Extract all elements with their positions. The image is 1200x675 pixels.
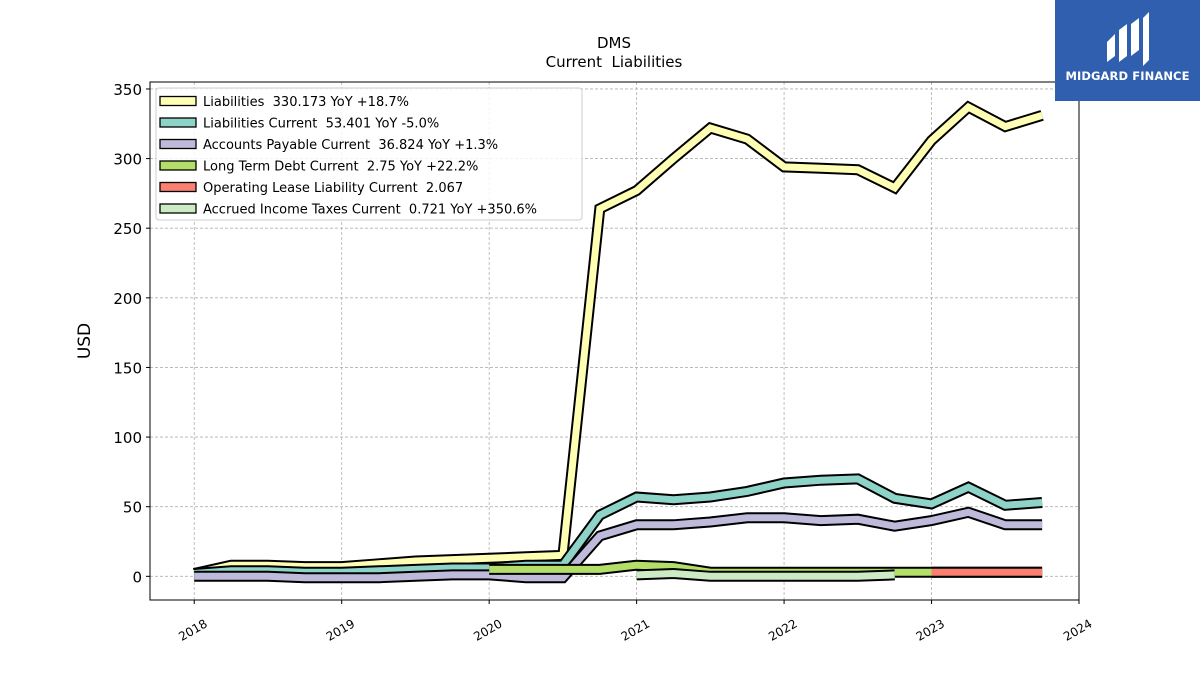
- x-tick-label: 2019: [324, 616, 357, 643]
- y-tick-label: 50: [123, 499, 142, 517]
- plot-frame: [149, 81, 1080, 601]
- logo-text: MIDGARD FINANCE: [1065, 69, 1190, 83]
- x-tick-label: 2020: [471, 616, 504, 643]
- legend-label: Accrued Income Taxes Current 0.721 YoY +…: [203, 203, 537, 218]
- midgard-finance-logo: MIDGARD FINANCE: [1055, 0, 1200, 101]
- y-tick-label: 200: [113, 290, 142, 308]
- y-axis-label: USD: [75, 323, 95, 359]
- legend-label: Accounts Payable Current 36.824 YoY +1.3…: [203, 138, 498, 153]
- y-tick-label: 250: [113, 220, 142, 238]
- chart-subtitle: Current Liabilities: [546, 53, 683, 71]
- logo-mark-icon: [1107, 12, 1149, 66]
- x-tick-label: 2021: [619, 616, 652, 643]
- legend-swatch: [159, 117, 197, 128]
- y-tick-label: 150: [113, 359, 142, 377]
- x-tick-label: 2024: [1061, 616, 1094, 643]
- legend-box: [155, 87, 583, 221]
- series-2: [194, 506, 1043, 584]
- legend-swatch: [159, 203, 197, 214]
- series-5: [636, 567, 895, 582]
- y-tick-label: 0: [132, 568, 142, 586]
- y-tick-label: 350: [113, 81, 142, 99]
- series-line: [636, 569, 895, 580]
- legend: Liabilities 330.173 YoY +18.7% Liabilitie…: [155, 87, 583, 221]
- series-layer: [192, 100, 1044, 584]
- x-tick-label: 2022: [766, 616, 799, 643]
- y-tick-label: 100: [113, 429, 142, 447]
- legend-label: Liabilities Current 53.401 YoY -5.0%: [203, 117, 439, 132]
- series-0: [192, 100, 1044, 579]
- series-line: [194, 508, 1043, 582]
- x-tick-label: 2018: [176, 616, 209, 643]
- legend-swatch: [159, 138, 197, 150]
- legend-swatch: [159, 160, 197, 171]
- legend-label: Operating Lease Liability Current 2.067: [203, 181, 463, 196]
- y-tick-label: 300: [113, 151, 142, 169]
- series-line: [193, 102, 1044, 577]
- legend-label: Long Term Debt Current 2.75 YoY +22.2%: [203, 160, 478, 175]
- legend-label: Liabilities 330.173 YoY +18.7%: [203, 95, 409, 110]
- x-tick-label: 2023: [914, 616, 947, 643]
- chart-title: DMS: [597, 34, 631, 52]
- legend-swatch: [159, 95, 197, 107]
- legend-swatch: [159, 181, 197, 193]
